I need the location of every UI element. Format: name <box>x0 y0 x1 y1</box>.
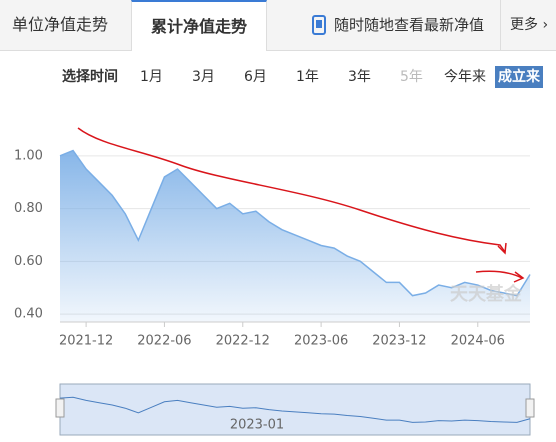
range-btn-disabled: 5年 <box>400 69 423 85</box>
range-btn[interactable]: 6月 <box>244 69 267 85</box>
range-label: 选择时间 <box>62 69 118 85</box>
annotation-arrow-head <box>513 271 525 283</box>
promo-link[interactable]: 随时随地查看最新净值 <box>334 16 485 34</box>
y-tick-label: 1.00 <box>14 148 43 163</box>
range-btn[interactable]: 3月 <box>192 69 215 85</box>
range-btn[interactable]: 1月 <box>140 69 163 85</box>
y-tick-label: 0.60 <box>14 254 43 269</box>
x-tick-label: 2023-06 <box>294 334 348 349</box>
annotation-arrow <box>475 270 523 279</box>
plot: 0.40 0.60 0.80 1.00 2021-12 2022-06 2022-12 202… <box>14 148 535 436</box>
more-link[interactable]: 更多 › <box>510 17 549 33</box>
range-btn[interactable]: 1年 <box>296 69 319 85</box>
line <box>59 149 531 297</box>
phone-icon <box>312 15 326 35</box>
x-tick-label: 2022-12 <box>216 334 270 349</box>
nav-label: 2023-01 <box>230 418 284 433</box>
range-btn[interactable]: 今年来 <box>444 69 486 85</box>
navigator <box>59 383 531 436</box>
range-btn[interactable]: 3年 <box>348 69 371 85</box>
area <box>60 150 530 322</box>
nav-line <box>59 396 531 423</box>
nav-handle[interactable] <box>525 398 535 418</box>
tab-selected[interactable]: 累计净值走势 <box>131 0 267 51</box>
range-btn-selected[interactable]: 成立来 <box>495 66 543 88</box>
watermark: 天天基金 <box>450 283 523 305</box>
nav-handle[interactable] <box>55 398 65 418</box>
x-tick-label: 2021-12 <box>59 334 113 349</box>
x-tick-label: 2022-06 <box>137 334 191 349</box>
more-text: 更多 <box>510 17 538 33</box>
chart: 0.40 0.60 0.80 1.00 2021-12 2022-06 2022-12 202… <box>14 127 535 436</box>
tab[interactable]: 单位净值走势 <box>12 15 109 34</box>
x-tick-label: 2023-12 <box>372 334 426 349</box>
annotation-arrow <box>77 127 506 253</box>
y-tick-label: 0.40 <box>14 307 43 322</box>
x-tick-label: 2024-06 <box>451 334 505 349</box>
annotation-arrow-head <box>497 242 507 255</box>
y-tick-label: 0.80 <box>14 201 43 216</box>
tab-bar: 单位净值走势 累计净值走势 随时随地查看最新净值 更多 › <box>0 0 556 51</box>
